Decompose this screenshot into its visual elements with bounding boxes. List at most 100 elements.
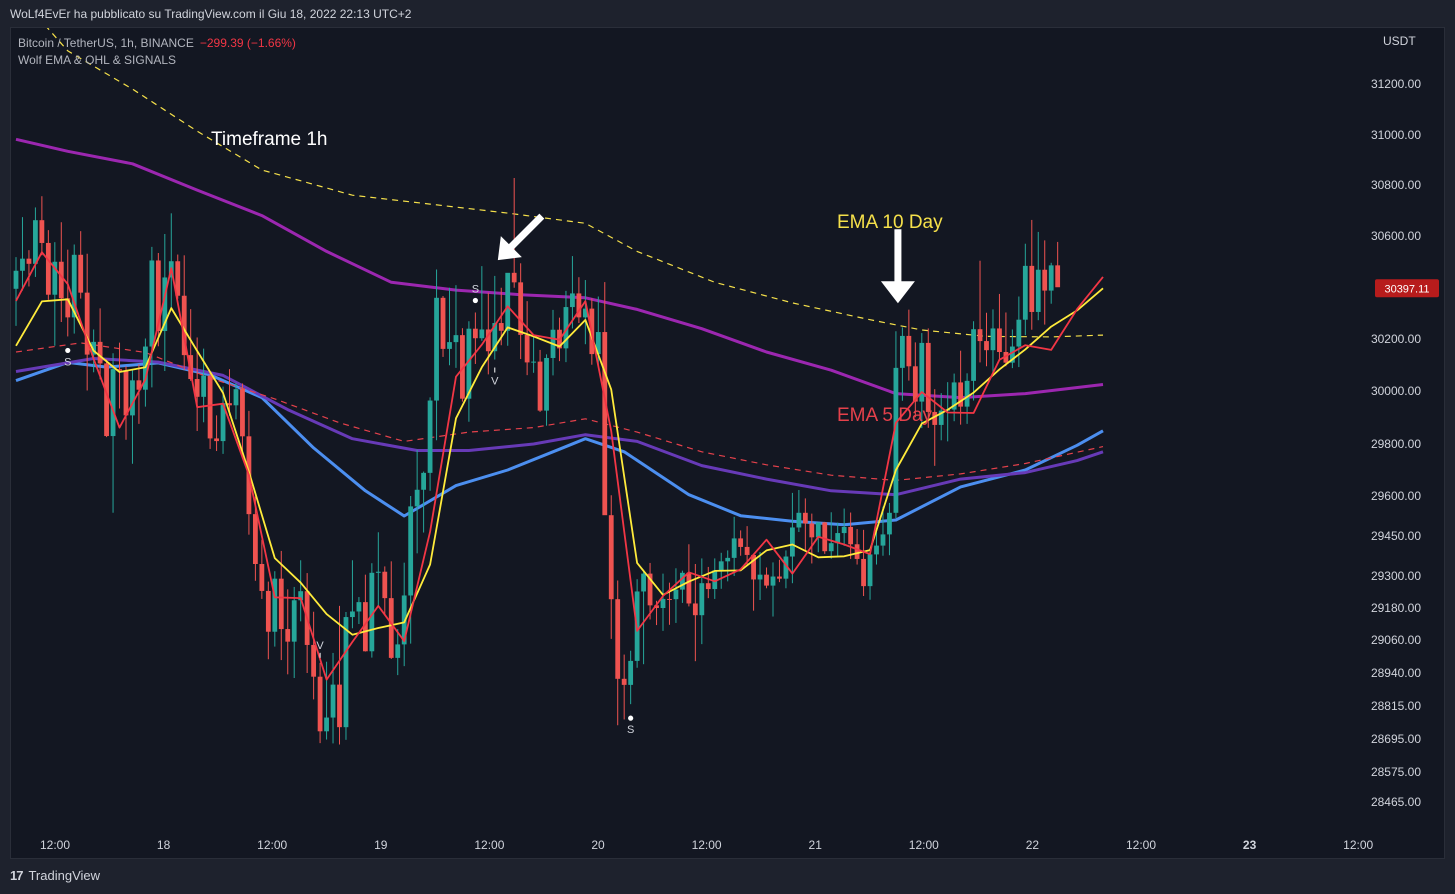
y-tick-label: 28695.00	[1371, 732, 1421, 746]
ema5-annotation: EMA 5 Day	[837, 405, 933, 426]
y-tick-label: 29800.00	[1371, 437, 1421, 451]
y-tick-label: 30200.00	[1371, 332, 1421, 346]
candle-body	[175, 261, 181, 296]
last-price-box	[1375, 279, 1439, 298]
candle-body	[440, 297, 446, 349]
candle-body	[1029, 265, 1035, 312]
candle-body	[848, 526, 854, 545]
candle-body	[291, 600, 297, 642]
tradingview-logo-icon[interactable]: 17	[10, 868, 24, 883]
candle-body	[285, 629, 291, 642]
candle-body	[356, 602, 362, 612]
candle-body	[395, 644, 401, 658]
candle-body	[660, 598, 666, 608]
signal-label: S	[64, 356, 71, 368]
overlay-ema-medium	[15, 251, 1104, 681]
overlay-ema-blue	[15, 360, 1104, 527]
y-tick-label: 29300.00	[1371, 569, 1421, 583]
candle-body	[893, 367, 899, 513]
candle-body	[181, 295, 187, 356]
signal-dot	[65, 347, 71, 354]
candle-body	[343, 617, 349, 728]
candle-body	[382, 571, 388, 599]
signal-label: V	[316, 640, 324, 652]
candle-body	[544, 357, 549, 411]
candle-body	[505, 272, 511, 331]
candle-body	[1009, 346, 1015, 363]
candle-body	[809, 523, 815, 538]
candle-body	[1055, 265, 1061, 288]
symbol-label[interactable]: Bitcoin / TetherUS, 1h, BINANCE	[18, 36, 194, 50]
y-tick-label: 29060.00	[1371, 633, 1421, 647]
candle-body	[130, 380, 135, 416]
candle-body	[259, 564, 265, 591]
candle-body	[1016, 319, 1022, 347]
candle-body	[757, 574, 763, 580]
x-tick-label: 12:00	[692, 838, 722, 852]
candle-body	[45, 242, 51, 295]
candle-body	[861, 558, 866, 587]
candle-body	[602, 332, 608, 516]
candle-body	[828, 543, 834, 552]
overlay-ema-violet	[15, 357, 1104, 497]
candle-body	[874, 545, 879, 555]
candle-body	[990, 328, 996, 351]
candle-body	[466, 328, 472, 399]
candle-body	[123, 370, 129, 416]
candle-body	[58, 261, 64, 299]
candle-body	[20, 258, 25, 271]
candle-body	[1035, 269, 1041, 312]
candle-body	[971, 329, 976, 381]
candle-body	[686, 572, 692, 604]
y-tick-label: 28815.00	[1371, 699, 1421, 713]
candle-body	[227, 403, 232, 406]
currency-label: USDT	[1383, 34, 1416, 48]
overlay-ema-fast	[15, 287, 1104, 636]
candle-body	[667, 598, 672, 600]
candle-body	[220, 403, 226, 442]
x-tick-label: 12:00	[257, 838, 287, 852]
candle-body	[155, 260, 161, 332]
signal-label: V	[491, 376, 499, 388]
candle-body	[421, 472, 427, 490]
candle-body	[932, 411, 938, 425]
candle-body	[958, 382, 964, 407]
candle-body	[537, 361, 543, 411]
signal-label: S	[627, 724, 634, 736]
brand-label[interactable]: TradingView	[28, 868, 101, 883]
x-tick-label: 21	[809, 838, 823, 852]
candle-body	[938, 410, 944, 425]
candle-body	[744, 546, 750, 555]
candle-body	[1048, 265, 1054, 291]
candle-body	[91, 341, 97, 355]
candle-body	[233, 389, 239, 406]
candle-body	[110, 369, 116, 437]
arrow-shaft	[504, 213, 545, 254]
signal-dot	[628, 715, 634, 721]
candle-body	[790, 527, 795, 557]
candle-body	[71, 254, 77, 318]
candle-body	[822, 522, 828, 552]
candle-body	[434, 297, 439, 401]
callout-arrow-icon	[880, 229, 915, 304]
candle-body	[492, 323, 498, 352]
chart-pane[interactable]: 12:00 18 12:00 19 12:00 20 12:00 21 12:00 22 12:00…	[10, 27, 1445, 859]
candle-body	[33, 220, 38, 264]
candle-body	[802, 512, 808, 524]
signal-label: S	[472, 283, 479, 295]
candle-body	[531, 361, 536, 363]
indicator-label[interactable]: Wolf EMA & OHL & SIGNALS	[18, 53, 177, 67]
candle-body	[78, 254, 84, 293]
candle-body	[1022, 265, 1028, 320]
candle-body	[841, 526, 847, 534]
candle-body	[997, 328, 1002, 352]
candle-body	[427, 400, 433, 473]
candle-body	[718, 561, 724, 571]
candlestick-chart[interactable]: 12:00 18 12:00 19 12:00 20 12:00 21 12:00 22 12:00…	[11, 28, 1445, 859]
published-header: WoLf4EvEr ha pubblicato su TradingView.c…	[10, 7, 412, 21]
candle-body	[136, 380, 142, 390]
change-label: −299.39 (−1.66%)	[199, 36, 296, 50]
candle-body	[252, 514, 258, 564]
candle-body	[977, 329, 983, 342]
candle-body	[738, 538, 744, 547]
